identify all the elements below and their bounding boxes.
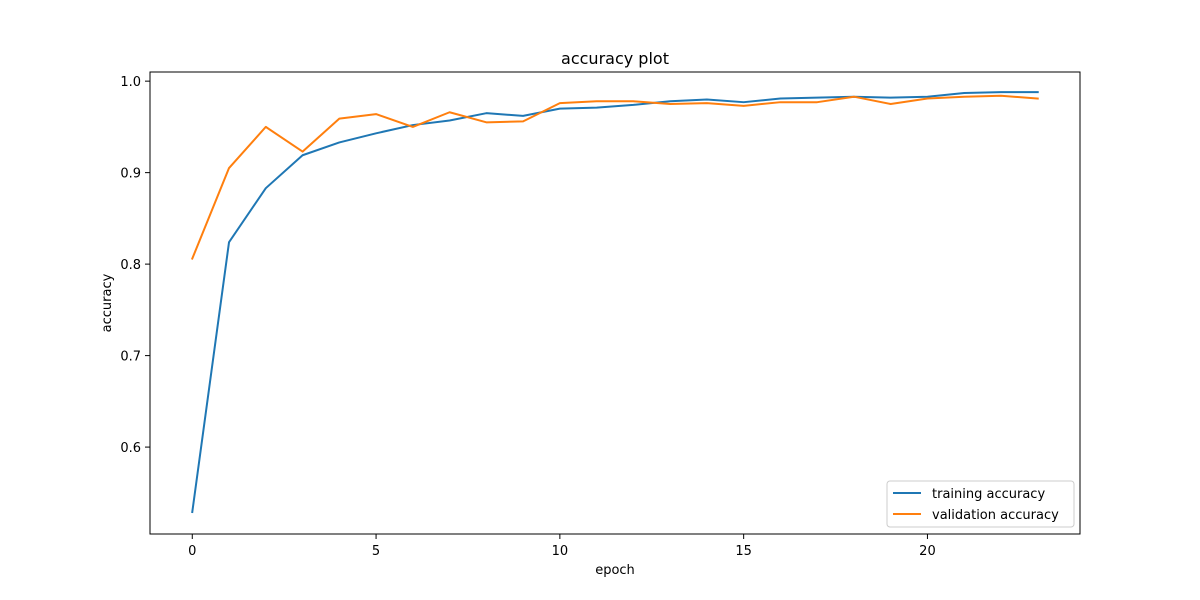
- legend: training accuracy validation accuracy: [886, 480, 1075, 528]
- chart-title: accuracy plot: [561, 49, 669, 68]
- y-tick-label: 0.8: [120, 258, 141, 273]
- y-tick-label: 0.9: [120, 167, 141, 182]
- y-axis-ticks: 0.6 0.7 0.8 0.9 1.0: [120, 75, 150, 456]
- series-layer: [190, 91, 1039, 514]
- legend-label-validation: validation accuracy: [932, 508, 1059, 523]
- legend-label-training: training accuracy: [932, 487, 1045, 502]
- y-tick-label: 0.6: [120, 441, 141, 456]
- x-axis-ticks: 0 5 10 15 20: [188, 534, 936, 559]
- x-tick-label: 15: [735, 544, 752, 559]
- x-tick-label: 10: [552, 544, 569, 559]
- plot-frame: [149, 71, 1081, 535]
- y-tick-label: 1.0: [120, 75, 141, 90]
- plot-area: [150, 72, 1080, 534]
- x-tick-label: 5: [372, 544, 380, 559]
- x-tick-label: 20: [919, 544, 936, 559]
- x-axis-label: epoch: [595, 563, 635, 578]
- series-line-validation: [190, 94, 1039, 260]
- x-tick-label: 0: [188, 544, 196, 559]
- y-tick-label: 0.7: [120, 350, 141, 365]
- series-line-training: [191, 91, 1039, 514]
- legend-box: [886, 480, 1075, 528]
- y-axis-label: accuracy: [100, 273, 115, 332]
